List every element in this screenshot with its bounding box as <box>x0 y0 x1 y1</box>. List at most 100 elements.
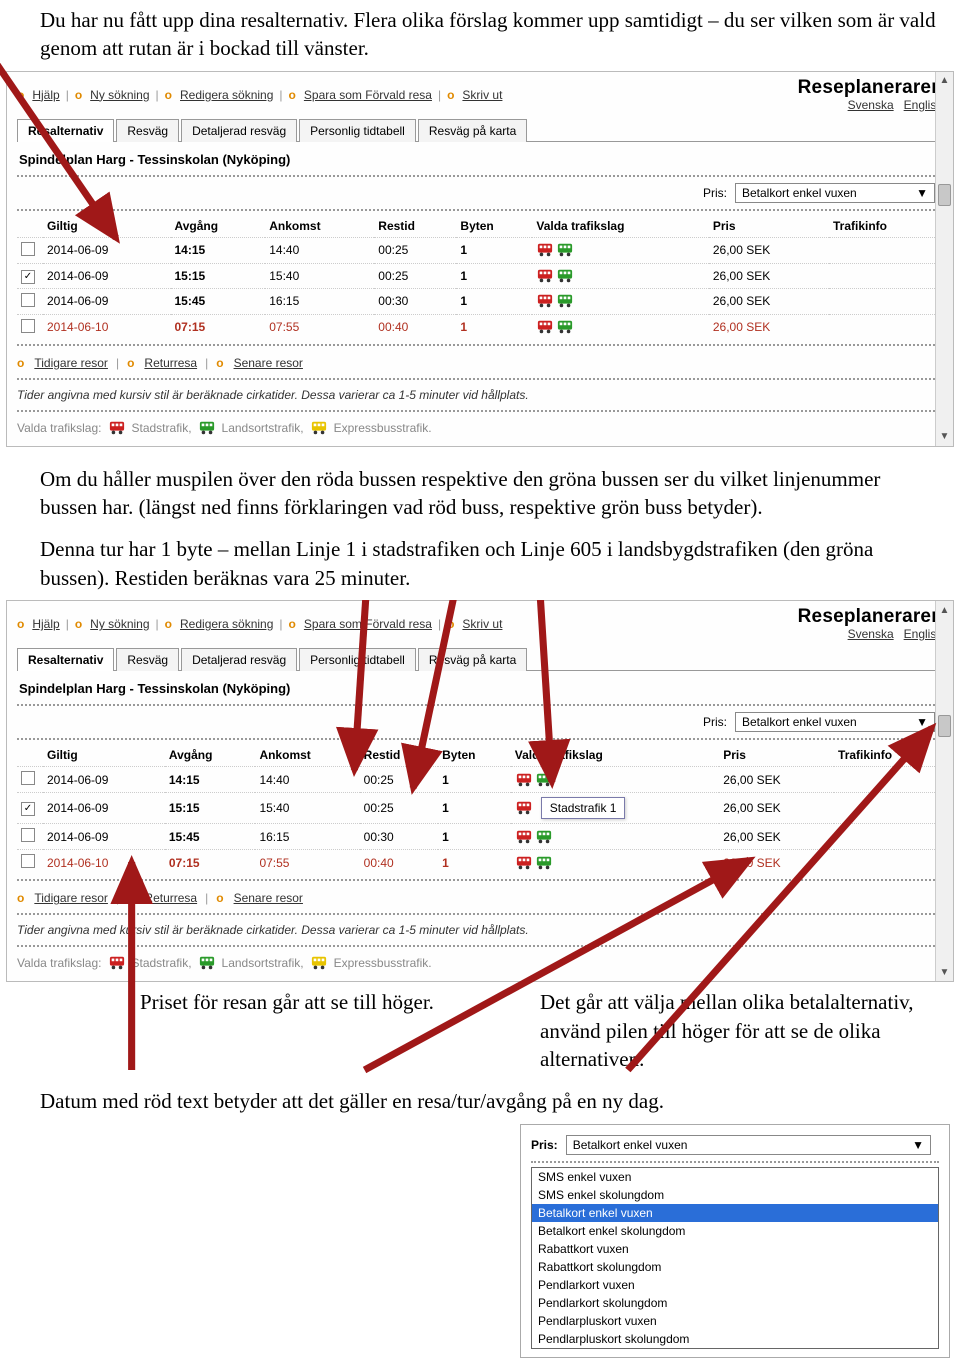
note-italic: Tider angivna med kursiv stil är beräkna… <box>17 919 943 941</box>
table-row[interactable]: ✓ 2014-06-09 15:15 15:40 00:25 1 Stadstr… <box>17 793 943 824</box>
planner-panel-1: oHjälp| oNy sökning| oRedigera sökning| … <box>6 71 954 447</box>
link-earlier[interactable]: Tidigare resor <box>34 356 108 370</box>
dropdown-selected-text: Betalkort enkel vuxen <box>573 1138 688 1152</box>
dropdown-option[interactable]: Rabattkort vuxen <box>532 1240 938 1258</box>
brand-title: Reseplaneraren <box>798 607 943 628</box>
scroll-thumb[interactable] <box>938 184 951 206</box>
row-checkbox[interactable] <box>21 319 35 333</box>
table-header-row: GiltigAvgångAnkomstRestidByten Valda tra… <box>17 744 943 767</box>
screenshot-1-wrap: oHjälp| oNy sökning| oRedigera sökning| … <box>0 71 960 447</box>
bus-icon <box>556 319 574 335</box>
link-return[interactable]: Returresa <box>144 356 197 370</box>
table-row[interactable]: 2014-06-09 14:15 14:40 00:25 1 26,00 SEK <box>17 767 943 793</box>
table-row[interactable]: 2014-06-09 15:45 16:15 00:30 1 26,00 SEK <box>17 288 943 314</box>
link-earlier[interactable]: Tidigare resor <box>34 891 108 905</box>
row-checkbox[interactable] <box>21 828 35 842</box>
bus-icon <box>108 420 126 436</box>
bus-icon <box>198 420 216 436</box>
bus-icon <box>108 955 126 971</box>
route-title: Spindelplan Harg - Tessinskolan (Nyköpin… <box>17 142 943 171</box>
bus-icon <box>536 242 554 258</box>
tab-detaljerad[interactable]: Detaljerad resväg <box>181 648 297 671</box>
link-edit-search[interactable]: Redigera sökning <box>180 88 273 102</box>
row-checkbox[interactable] <box>21 771 35 785</box>
link-help[interactable]: Hjälp <box>32 88 59 102</box>
table-row[interactable]: 2014-06-10 07:15 07:55 00:40 1 26,00 SEK <box>17 850 943 876</box>
tab-tidtabell[interactable]: Personlig tidtabell <box>299 119 416 142</box>
bus-icon <box>556 293 574 309</box>
lang-svenska[interactable]: Svenska <box>848 98 894 112</box>
screenshot-2-wrap: oHjälp| oNy sökning| oRedigera sökning| … <box>0 600 960 982</box>
link-save-default[interactable]: Spara som Förvald resa <box>304 88 432 102</box>
dropdown-option[interactable]: Betalkort enkel skolungdom <box>532 1222 938 1240</box>
scrollbar[interactable]: ▲ ▼ <box>935 601 953 981</box>
tab-karta[interactable]: Resväg på karta <box>418 648 527 671</box>
chevron-down-icon: ▼ <box>916 186 928 200</box>
doc-paragraph-1: Du har nu fått upp dina resalternativ. F… <box>0 0 960 71</box>
scroll-down-icon[interactable]: ▼ <box>936 963 953 981</box>
tab-tidtabell[interactable]: Personlig tidtabell <box>299 648 416 671</box>
tab-resvag[interactable]: Resväg <box>116 648 179 671</box>
legend: Valda trafikslag: Stadstrafik, Landsorts… <box>17 416 943 436</box>
bus-icon <box>515 800 533 816</box>
scroll-thumb[interactable] <box>938 715 951 737</box>
pris-select-text: Betalkort enkel vuxen <box>742 715 857 729</box>
tab-resalternativ[interactable]: Resalternativ <box>17 648 114 671</box>
tabs: Resalternativ Resväg Detaljerad resväg P… <box>17 647 943 671</box>
link-print[interactable]: Skriv ut <box>462 88 502 102</box>
scroll-down-icon[interactable]: ▼ <box>936 428 953 446</box>
link-later[interactable]: Senare resor <box>234 356 303 370</box>
link-help[interactable]: Hjälp <box>32 617 59 631</box>
brand-block: Reseplaneraren Svenska English <box>798 607 943 641</box>
pris-label: Pris: <box>703 186 727 200</box>
link-new-search[interactable]: Ny sökning <box>90 617 149 631</box>
row-checkbox[interactable] <box>21 242 35 256</box>
tab-resalternativ[interactable]: Resalternativ <box>17 119 114 142</box>
bus-tooltip: Stadstrafik 1 <box>541 797 626 819</box>
table-row[interactable]: ✓ 2014-06-09 15:15 15:40 00:25 1 26,00 S… <box>17 263 943 288</box>
row-checkbox[interactable]: ✓ <box>21 802 35 816</box>
row-checkbox[interactable] <box>21 854 35 868</box>
table-row[interactable]: 2014-06-09 14:15 14:40 00:25 1 26,00 SEK <box>17 237 943 263</box>
pris-select[interactable]: Betalkort enkel vuxen ▼ <box>735 712 935 732</box>
dropdown-option[interactable]: SMS enkel skolungdom <box>532 1186 938 1204</box>
bus-icon <box>198 955 216 971</box>
link-new-search[interactable]: Ny sökning <box>90 88 149 102</box>
bus-icon <box>535 855 553 871</box>
tabs: Resalternativ Resväg Detaljerad resväg P… <box>17 118 943 142</box>
row-checkbox[interactable] <box>21 293 35 307</box>
link-save-default[interactable]: Spara som Förvald resa <box>304 617 432 631</box>
tab-detaljerad[interactable]: Detaljerad resväg <box>181 119 297 142</box>
dropdown-option[interactable]: Rabattkort skolungdom <box>532 1258 938 1276</box>
dropdown-list[interactable]: SMS enkel vuxenSMS enkel skolungdomBetal… <box>531 1167 939 1349</box>
link-print[interactable]: Skriv ut <box>462 617 502 631</box>
scroll-up-icon[interactable]: ▲ <box>936 601 953 619</box>
caption-left: Priset för resan går att se till höger. <box>140 988 520 1073</box>
dropdown-selected[interactable]: Betalkort enkel vuxen ▼ <box>566 1135 931 1155</box>
bus-icon <box>556 268 574 284</box>
dropdown-option[interactable]: Pendlarkort skolungdom <box>532 1294 938 1312</box>
dropdown-option[interactable]: SMS enkel vuxen <box>532 1168 938 1186</box>
link-later[interactable]: Senare resor <box>234 891 303 905</box>
caption-right: Det går att välja mellan olika betalalte… <box>540 988 920 1073</box>
table-row[interactable]: 2014-06-09 15:45 16:15 00:30 1 26,00 SEK <box>17 824 943 850</box>
bus-icon <box>536 293 554 309</box>
pris-row: Pris: Betalkort enkel vuxen ▼ <box>17 710 943 734</box>
link-edit-search[interactable]: Redigera sökning <box>180 617 273 631</box>
dropdown-option[interactable]: Pendlarkort vuxen <box>532 1276 938 1294</box>
lang-svenska[interactable]: Svenska <box>848 627 894 641</box>
scroll-up-icon[interactable]: ▲ <box>936 72 953 90</box>
tab-karta[interactable]: Resväg på karta <box>418 119 527 142</box>
tab-resvag[interactable]: Resväg <box>116 119 179 142</box>
dropdown-option[interactable]: Betalkort enkel vuxen <box>532 1204 938 1222</box>
results-table: GiltigAvgångAnkomstRestidByten Valda tra… <box>17 215 943 340</box>
scrollbar[interactable]: ▲ ▼ <box>935 72 953 446</box>
pris-select[interactable]: Betalkort enkel vuxen ▼ <box>735 183 935 203</box>
table-row[interactable]: 2014-06-10 07:15 07:55 00:40 1 26,00 SEK <box>17 314 943 340</box>
row-checkbox[interactable]: ✓ <box>21 270 35 284</box>
chevron-down-icon: ▼ <box>912 1138 924 1152</box>
brand-block: Reseplaneraren Svenska English <box>798 78 943 112</box>
link-return[interactable]: Returresa <box>144 891 197 905</box>
dropdown-option[interactable]: Pendlarpluskort vuxen <box>532 1312 938 1330</box>
bus-icon <box>536 319 554 335</box>
